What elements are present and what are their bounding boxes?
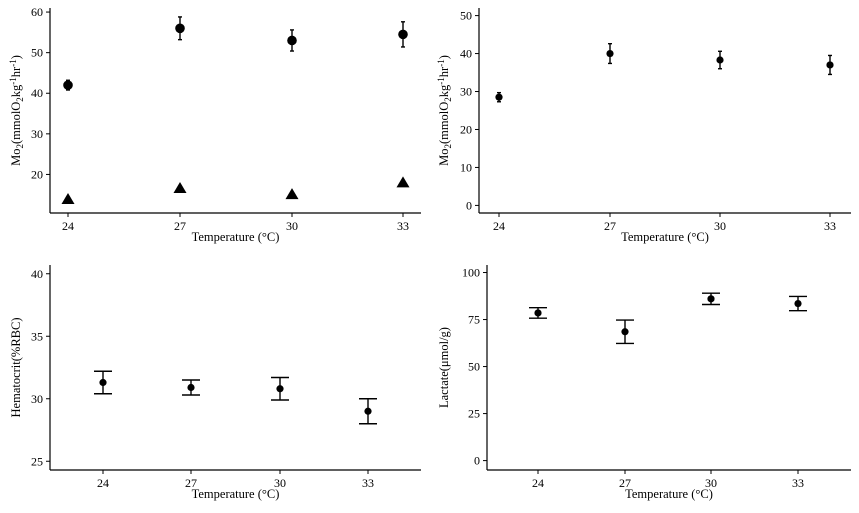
y-axis-title: Lactate(μmol/g) [437,327,451,408]
y-tick-label: 0 [466,198,472,212]
y-tick-label: 30 [31,392,43,406]
y-tick-label: 30 [31,127,43,141]
y-axis-title: Hematocrit(%RBC) [9,318,23,418]
data-point [99,378,107,387]
data-point [175,23,185,34]
y-axis-title: Mo2(mmolO2kg-1hr-1) [436,55,453,166]
x-tick-label: 27 [174,219,186,233]
data-point [495,93,503,101]
y-tick-label: 0 [474,454,480,468]
data-point [276,385,284,393]
panel-bottom-right: 0 25 50 75 100 24 27 30 33 Temperature (°C) Lactat… [437,265,851,501]
y-tick-label: 75 [468,313,480,327]
data-point-triangle [396,176,410,188]
x-tick-label: 30 [714,219,726,233]
x-axis-title: Temperature (°C) [621,230,709,244]
y-tick-label: 25 [31,454,43,468]
data-point [187,383,195,392]
data-point [707,295,715,303]
x-tick-label: 30 [274,476,286,490]
x-tick-label: 30 [705,476,717,490]
y-axis-title: Mo2(mmolO2kg-1hr-1) [8,55,25,166]
y-tick-label: 10 [460,160,472,174]
x-tick-label: 27 [185,476,197,490]
x-tick-label: 24 [62,219,74,233]
panel-top-right: 0 10 20 30 40 50 24 27 30 33 Temperature (°C) Mo2(m… [436,8,851,244]
data-point [398,29,408,40]
data-point [534,309,542,317]
panel-bottom-left: 25 30 35 40 24 27 30 33 Temperature (°C) Hematocr… [9,265,421,501]
x-axis-title: Temperature (°C) [625,487,713,501]
y-tick-label: 25 [468,407,480,421]
x-axis-title: Temperature (°C) [192,230,280,244]
x-tick-label: 33 [362,476,374,490]
y-tick-label: 50 [460,9,472,23]
data-point [621,328,629,336]
data-point [63,80,73,90]
data-point-triangle [285,188,299,200]
data-point [606,49,614,58]
x-tick-label: 33 [824,219,836,233]
x-tick-label: 27 [619,476,631,490]
data-point-triangle [61,193,75,205]
y-tick-label: 40 [460,47,472,61]
y-tick-label: 35 [31,329,43,343]
x-tick-label: 24 [493,219,505,233]
y-tick-label: 50 [31,46,43,60]
y-tick-label: 40 [31,267,43,281]
x-tick-label: 30 [286,219,298,233]
y-tick-label: 40 [31,86,43,100]
data-point [716,56,724,64]
y-tick-label: 30 [460,85,472,99]
y-tick-label: 50 [468,360,480,374]
y-tick-label: 20 [31,167,43,181]
y-tick-label: 60 [31,5,43,19]
y-tick-label: 100 [462,266,480,280]
x-tick-label: 24 [532,476,544,490]
x-axis-title: Temperature (°C) [192,487,280,501]
panel-top-left: 20 30 40 50 60 24 27 30 33 Temperature (°C) Mo2(mm… [8,5,421,244]
data-point [364,407,372,415]
x-tick-label: 33 [792,476,804,490]
x-tick-label: 27 [604,219,616,233]
data-point [794,299,802,308]
x-tick-label: 33 [397,219,409,233]
x-tick-label: 24 [97,476,109,490]
y-tick-label: 20 [460,122,472,136]
data-point-triangle [173,182,187,194]
data-point [287,35,297,46]
data-point [826,61,834,69]
